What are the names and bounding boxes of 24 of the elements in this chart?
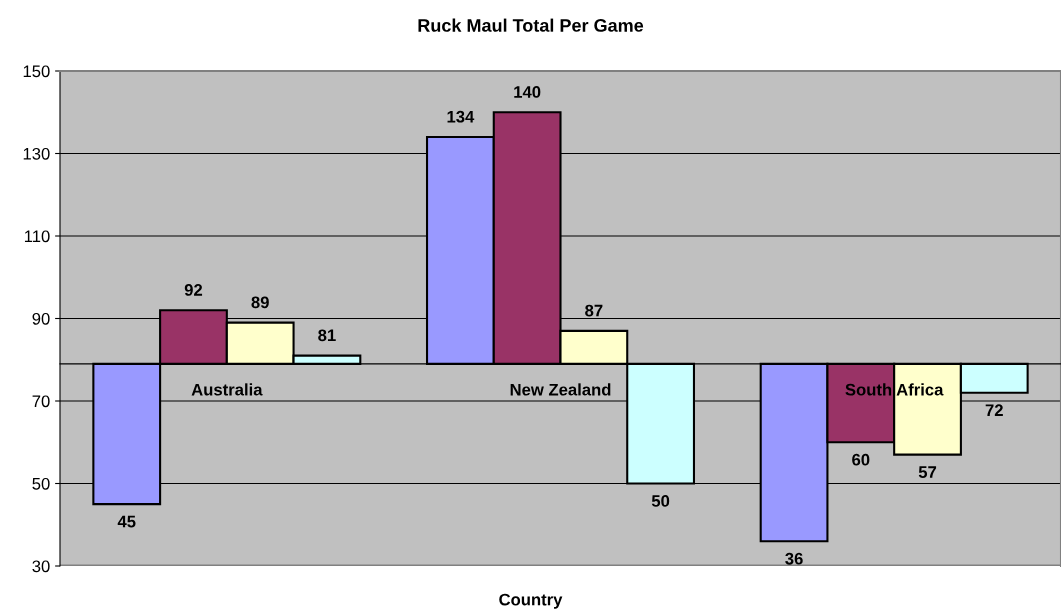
data-label: 140 xyxy=(514,86,541,98)
x-tick-label: South Africa xyxy=(845,383,944,396)
y-tick-label: 150 xyxy=(23,65,50,78)
data-label: 57 xyxy=(918,466,937,478)
y-tick-label: 30 xyxy=(32,560,50,573)
data-label: 89 xyxy=(251,296,269,309)
data-label: 92 xyxy=(184,284,203,296)
x-axis-title: Country xyxy=(499,593,563,609)
y-tick-label: 50 xyxy=(32,477,50,490)
data-label: 134 xyxy=(447,110,475,123)
data-label: 60 xyxy=(852,453,870,466)
y-tick-label: 70 xyxy=(32,395,50,408)
data-label: 81 xyxy=(318,329,336,342)
chart-title: Ruck Maul Total Per Game xyxy=(418,18,644,32)
y-tick-label: 90 xyxy=(32,312,50,325)
x-tick-label: Australia xyxy=(191,383,263,396)
data-label: 36 xyxy=(785,552,803,565)
x-tick-label: New Zealand xyxy=(510,383,611,396)
y-tick-label: 130 xyxy=(23,147,50,160)
data-label: 87 xyxy=(585,304,603,317)
y-tick-label: 110 xyxy=(24,230,50,243)
data-label: 45 xyxy=(117,515,136,528)
data-label: 50 xyxy=(651,495,670,507)
data-label: 72 xyxy=(985,404,1003,416)
